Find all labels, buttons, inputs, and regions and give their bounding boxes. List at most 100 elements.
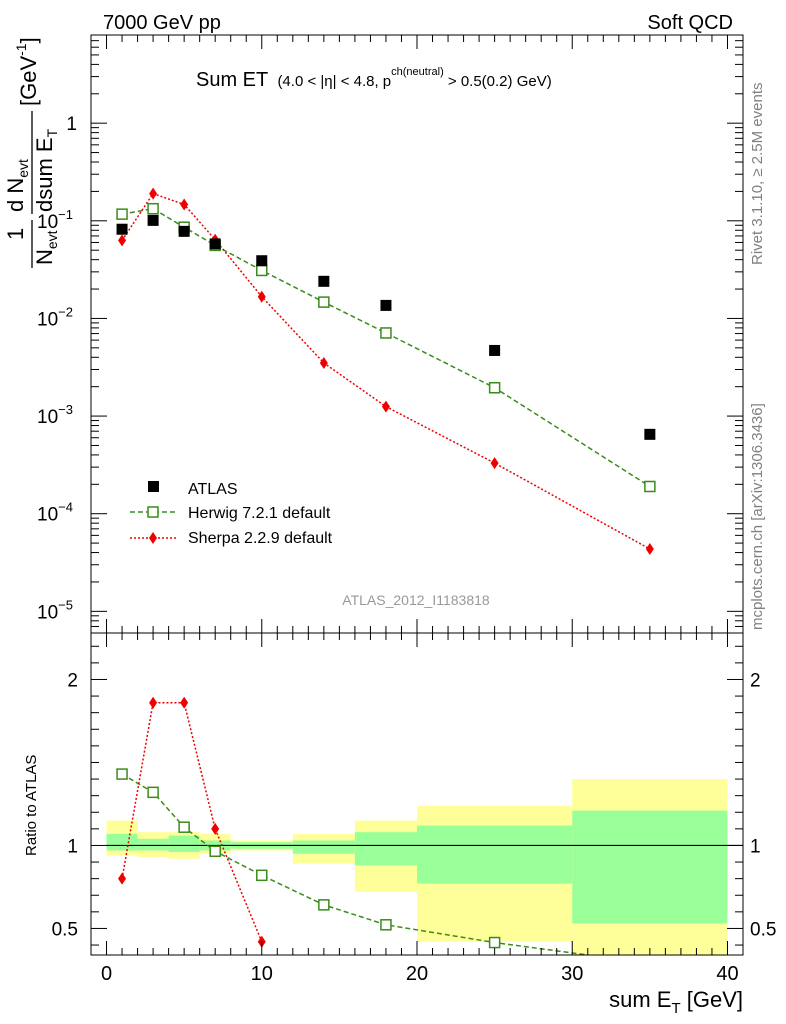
herwig-point (380, 327, 392, 339)
legend-label-herwig: Herwig 7.2.1 default (188, 505, 331, 522)
atlas-point (380, 299, 392, 311)
rivet-label: Rivet 3.1.10, ≥ 2.5M events (749, 83, 766, 266)
y-tick-label: 10−1 (37, 207, 73, 233)
herwig-point (318, 296, 330, 308)
x-tick-label: 40 (716, 963, 738, 985)
atlas-point (116, 223, 128, 235)
atlas-point (209, 238, 221, 250)
ylabel-evt2: evt (15, 159, 31, 178)
uncertainty-band-inner (354, 832, 417, 866)
sherpa-point (180, 198, 189, 211)
herwig-ratio-point (318, 899, 330, 911)
sherpa-point (257, 290, 266, 303)
xlabel-main: sum E (609, 987, 671, 1012)
atlas-point (256, 255, 268, 267)
sherpa-point (118, 234, 127, 247)
sherpa-point (645, 543, 654, 556)
herwig-ratio-point (209, 845, 221, 858)
sherpa-ratio-line (121, 701, 263, 943)
watermark: ATLAS_2012_I1183818 (342, 592, 490, 608)
uncertainty-band-inner (292, 840, 355, 854)
herwig-ratio-point (488, 936, 501, 949)
ylabel-t: T (44, 128, 60, 137)
sherpa-ratio-point (149, 696, 158, 709)
mcplots-label: mcplots.cern.ch [arXiv:1306.3436] (749, 403, 766, 630)
ylabel-evt: evt (44, 230, 60, 249)
title-eta: η (324, 73, 332, 90)
herwig-ratio-point (147, 786, 159, 799)
sherpa-point (490, 457, 499, 470)
header-energy: 7000 GeV pp (103, 12, 221, 34)
ylabel-exp: -1 (13, 43, 29, 56)
herwig-line (121, 207, 651, 488)
ratio-y-tick-label: 2 (67, 670, 78, 691)
legend-marker-sherpa (149, 532, 157, 544)
ratio-y-tick-label-right: 0.5 (750, 919, 776, 940)
y-tick-label: 10−5 (37, 597, 73, 623)
x-tick-label: 30 (561, 963, 583, 985)
uncertainty-band-inner (417, 825, 573, 884)
plot-title: Sum ET (4.0 < |η| < 4.8, pch(neutral) > … (196, 66, 552, 91)
svg-text:1 Nevt: 1 Nevt (3, 222, 60, 265)
ylabel-d: d N (3, 178, 28, 212)
atlas-point (147, 214, 159, 226)
atlas-point (178, 225, 190, 237)
sherpa-point (149, 187, 158, 200)
title-sup: ch(neutral) (391, 66, 444, 78)
sherpa-ratio-point (211, 822, 220, 835)
herwig-ratio-point (645, 958, 655, 968)
ratio-y-tick-label-right: 1 (750, 836, 761, 857)
legend-marker-atlas (148, 481, 159, 492)
ratio-y-tick-label: 1 (67, 836, 78, 857)
herwig-ratio-point (116, 768, 128, 780)
herwig-ratio-point (256, 869, 268, 882)
atlas-point (318, 275, 330, 287)
herwig-ratio-line (121, 773, 594, 955)
y-tick-label: 10−2 (37, 304, 73, 330)
herwig-point (116, 208, 128, 220)
legend-marker-herwig (147, 506, 159, 518)
ratio-y-tick-label-right: 2 (750, 670, 761, 691)
x-tick-label: 20 (406, 963, 428, 985)
legend-label-sherpa: Sherpa 2.2.9 default (188, 530, 333, 547)
atlas-point (644, 428, 656, 440)
ylabel-n: N (32, 249, 57, 265)
sherpa-ratio-point (180, 696, 189, 709)
legend: ATLAS Herwig 7.2.1 default Sherpa 2.2.9 … (130, 481, 333, 547)
ylabel-unit: [GeV (16, 56, 41, 106)
herwig-point (488, 382, 501, 394)
uncertainty-band-inner (137, 838, 169, 851)
title-main: Sum ET (196, 69, 268, 91)
sherpa-ratio-point (118, 872, 127, 885)
x-axis-label: sum ET [GeV] (609, 987, 743, 1017)
title-detail: (4.0 < | (277, 73, 324, 90)
ylabel-dsum: dsum E (32, 137, 57, 212)
herwig-point (256, 264, 268, 277)
herwig-ratio-point (380, 919, 392, 931)
ratio-y-label: Ratio to ATLAS (23, 755, 40, 856)
title-detail-b: | < 4.8, p (333, 73, 392, 90)
svg-text:d Nevt dsum ET [Ge: d Nevt dsum ET [GeV-1] (3, 37, 62, 212)
x-tick-label: 0 (101, 963, 112, 985)
xlabel-unit: [GeV] (681, 987, 743, 1012)
ratio-y-tick-label: 0.5 (52, 919, 78, 940)
y-tick-label: 10−3 (37, 402, 73, 428)
y-tick-label: 1 (66, 114, 77, 135)
ylabel-one: 1 (3, 228, 28, 240)
uncertainty-band-inner (168, 835, 200, 853)
y-axis-label: 1 Nevt d Nevt dsum ET [GeV-1] (3, 37, 62, 268)
title-detail-c: > 0.5(0.2) GeV) (444, 73, 552, 90)
legend-label-atlas: ATLAS (188, 481, 238, 498)
header-category: Soft QCD (647, 12, 733, 34)
xlabel-sub: T (671, 1000, 680, 1017)
herwig-ratio-point (178, 821, 190, 833)
herwig-point (644, 480, 656, 493)
sherpa-point (381, 400, 390, 413)
uncertainty-band-inner (106, 833, 138, 851)
sherpa-point (319, 356, 328, 369)
atlas-point (489, 344, 501, 356)
y-tick-label: 10−4 (37, 500, 73, 526)
x-tick-label: 10 (251, 963, 273, 985)
ylabel-close: ] (16, 37, 41, 43)
